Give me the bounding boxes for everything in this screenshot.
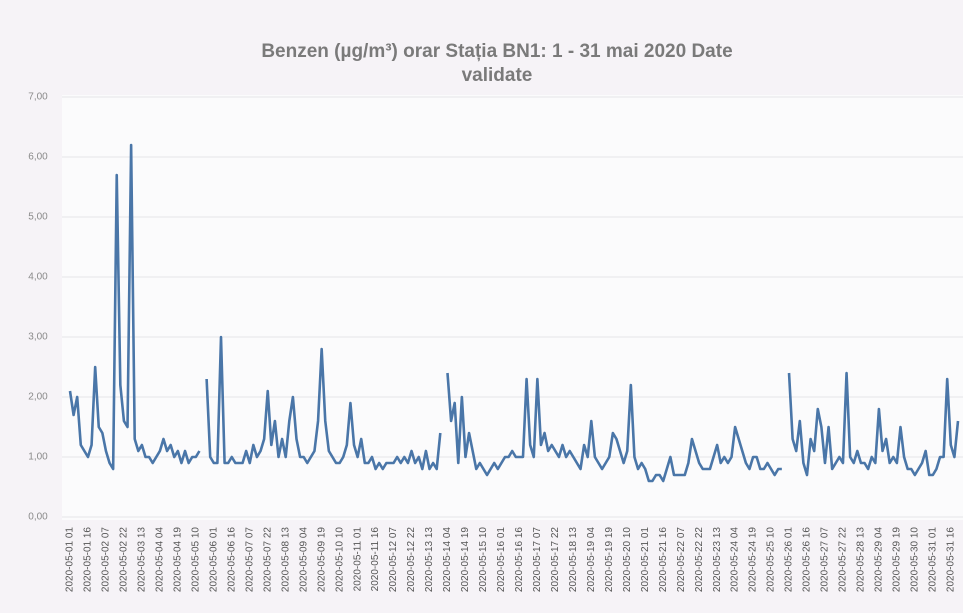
x-tick-label: 2020-05-07 07 xyxy=(244,527,255,592)
x-tick-label: 2020-05-13 13 xyxy=(424,527,435,592)
x-tick-label: 2020-05-03 13 xyxy=(137,527,148,592)
y-tick-label: 5,00 xyxy=(28,212,48,223)
x-tick-label: 2020-05-02 22 xyxy=(119,527,130,592)
x-tick-label: 2020-05-02 07 xyxy=(101,527,112,592)
x-tick-label: 2020-05-18 13 xyxy=(568,527,579,592)
x-tick-label: 2020-05-25 10 xyxy=(766,527,777,592)
x-tick-label: 2020-05-21 16 xyxy=(658,527,669,592)
x-tick-label: 2020-05-28 13 xyxy=(856,527,867,592)
x-tick-label: 2020-05-19 04 xyxy=(586,527,597,592)
x-tick-label: 2020-05-24 19 xyxy=(748,527,759,592)
x-tick-label: 2020-05-10 10 xyxy=(334,527,345,592)
x-tick-label: 2020-05-24 04 xyxy=(730,527,741,592)
x-tick-label: 2020-05-19 19 xyxy=(604,527,615,592)
y-tick-label: 3,00 xyxy=(28,332,48,343)
x-tick-label: 2020-05-08 13 xyxy=(280,527,291,592)
y-tick-label: 2,00 xyxy=(28,392,48,403)
x-tick-label: 2020-05-04 19 xyxy=(172,527,183,592)
y-tick-label: 0,00 xyxy=(28,512,48,523)
x-tick-label: 2020-05-27 22 xyxy=(838,527,849,592)
x-tick-label: 2020-05-07 22 xyxy=(262,527,273,592)
chart-title: Benzen (µg/m³) orar Stația BN1: 1 - 31 m… xyxy=(261,41,732,86)
x-tick-label: 2020-05-06 01 xyxy=(208,527,219,592)
x-tick-label: 2020-05-26 01 xyxy=(784,527,795,592)
x-tick-label: 2020-05-12 07 xyxy=(388,527,399,592)
x-tick-label: 2020-05-11 01 xyxy=(352,527,363,592)
x-tick-label: 2020-05-16 01 xyxy=(496,527,507,592)
x-tick-label: 2020-05-31 01 xyxy=(927,527,938,592)
y-tick-label: 4,00 xyxy=(28,272,48,283)
x-tick-label: 2020-05-01 01 xyxy=(65,527,76,592)
x-tick-label: 2020-05-01 16 xyxy=(83,527,94,592)
x-tick-label: 2020-05-27 07 xyxy=(820,527,831,592)
x-tick-label: 2020-05-17 07 xyxy=(532,527,543,592)
x-tick-label: 2020-05-04 04 xyxy=(155,527,166,592)
x-tick-label: 2020-05-29 19 xyxy=(892,527,903,592)
x-tick-label: 2020-05-29 04 xyxy=(874,527,885,592)
x-tick-label: 2020-05-15 10 xyxy=(478,527,489,592)
x-tick-label: 2020-05-16 16 xyxy=(514,527,525,592)
x-tick-label: 2020-05-14 19 xyxy=(460,527,471,592)
x-tick-label: 2020-05-22 22 xyxy=(694,527,705,592)
x-tick-label: 2020-05-22 07 xyxy=(676,527,687,592)
x-tick-label: 2020-05-09 19 xyxy=(316,527,327,592)
x-tick-label: 2020-05-14 04 xyxy=(442,527,453,592)
x-tick-label: 2020-05-09 04 xyxy=(298,527,309,592)
x-tick-label: 2020-05-17 22 xyxy=(550,527,561,592)
x-tick-label: 2020-05-31 16 xyxy=(945,527,956,592)
y-tick-label: 7,00 xyxy=(28,92,48,103)
x-tick-label: 2020-05-21 01 xyxy=(640,527,651,592)
x-tick-label: 2020-05-23 13 xyxy=(712,527,723,592)
x-tick-label: 2020-05-12 22 xyxy=(406,527,417,592)
x-tick-label: 2020-05-06 16 xyxy=(226,527,237,592)
x-tick-label: 2020-05-26 16 xyxy=(802,527,813,592)
y-tick-label: 6,00 xyxy=(28,152,48,163)
x-tick-label: 2020-05-05 10 xyxy=(190,527,201,592)
x-tick-label: 2020-05-20 10 xyxy=(622,527,633,592)
y-tick-label: 1,00 xyxy=(28,452,48,463)
data-line xyxy=(68,143,960,483)
x-tick-label: 2020-05-30 10 xyxy=(909,527,920,592)
x-tick-label: 2020-05-11 16 xyxy=(370,527,381,592)
